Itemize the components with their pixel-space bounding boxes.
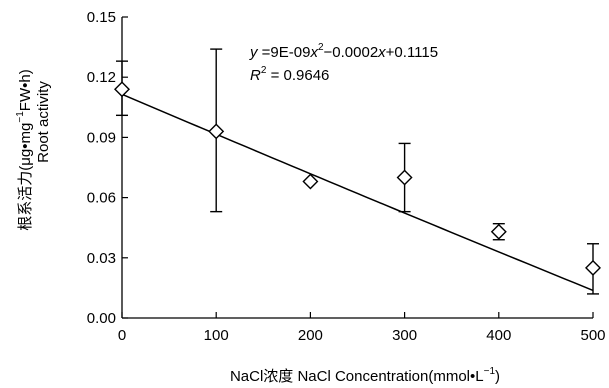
axes: [121, 17, 593, 319]
data-point-diamond: [208, 123, 225, 140]
data-point-diamond: [490, 223, 507, 240]
y-tick-label: 0.03: [87, 250, 116, 267]
x-tick-label: 200: [298, 327, 323, 344]
data-point-diamond: [114, 81, 130, 98]
y-tick-label: 0.06: [87, 190, 116, 207]
x-tick-label: 400: [486, 327, 511, 344]
x-tick-label: 500: [580, 327, 605, 344]
y-tick-label: 0.00: [87, 310, 116, 327]
trendline-group: [121, 93, 594, 292]
regression-equation: y =9E-09x2−0.0002x+0.1115: [249, 42, 438, 61]
ticks: 0.00 0.03 0.06 0.09 0.12 0.15 0 100 200 300 400 500: [87, 9, 606, 344]
y-tick-label: 0.12: [87, 69, 116, 86]
data-point-diamond: [302, 173, 319, 190]
error-bars: [116, 48, 599, 295]
x-tick-label: 0: [118, 327, 126, 344]
y-axis-title-cn: 根系活力(μg•mg−1FW•h): [15, 69, 34, 230]
y-tick-label: 0.09: [87, 129, 116, 146]
r-squared: R2 = 0.9646: [250, 65, 329, 84]
x-axis-title: NaCl浓度 NaCl Concentration(mmol•L−1): [230, 366, 500, 385]
data-point-diamond: [585, 259, 601, 276]
trendline: [121, 93, 594, 292]
y-tick-label: 0.15: [87, 9, 116, 26]
data-points: [114, 81, 601, 276]
x-tick-label: 300: [392, 327, 417, 344]
data-point-diamond: [396, 169, 413, 186]
x-tick-label: 100: [204, 327, 229, 344]
y-axis-title-en: Root activity: [35, 81, 52, 163]
